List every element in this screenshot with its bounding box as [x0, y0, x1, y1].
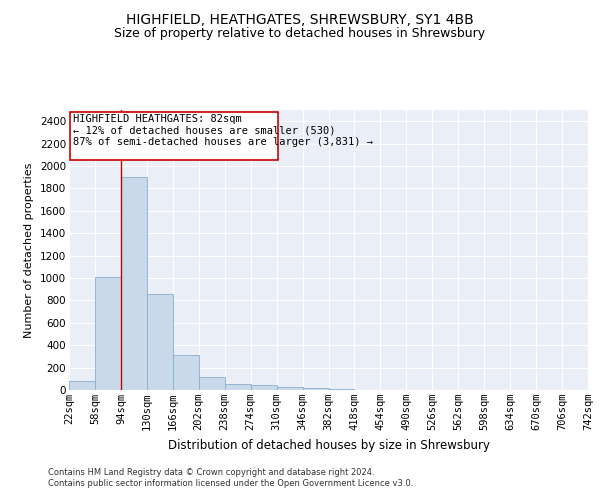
Y-axis label: Number of detached properties: Number of detached properties	[25, 162, 34, 338]
Bar	[224, 384, 251, 390]
FancyBboxPatch shape	[70, 112, 278, 160]
Bar	[302, 388, 329, 390]
Text: HIGHFIELD HEATHGATES: 82sqm
← 12% of detached houses are smaller (530)
87% of se: HIGHFIELD HEATHGATES: 82sqm ← 12% of det…	[73, 114, 373, 147]
Text: Size of property relative to detached houses in Shrewsbury: Size of property relative to detached ho…	[115, 28, 485, 40]
Bar	[199, 377, 224, 390]
X-axis label: Distribution of detached houses by size in Shrewsbury: Distribution of detached houses by size …	[167, 438, 490, 452]
Bar	[277, 386, 302, 390]
Bar	[121, 177, 147, 390]
Text: Contains HM Land Registry data © Crown copyright and database right 2024.
Contai: Contains HM Land Registry data © Crown c…	[48, 468, 413, 487]
Text: HIGHFIELD, HEATHGATES, SHREWSBURY, SY1 4BB: HIGHFIELD, HEATHGATES, SHREWSBURY, SY1 4…	[126, 12, 474, 26]
Bar	[329, 389, 355, 390]
Bar	[251, 385, 277, 390]
Bar	[173, 356, 199, 390]
Bar	[69, 381, 95, 390]
Bar	[95, 277, 121, 390]
Bar	[147, 294, 173, 390]
